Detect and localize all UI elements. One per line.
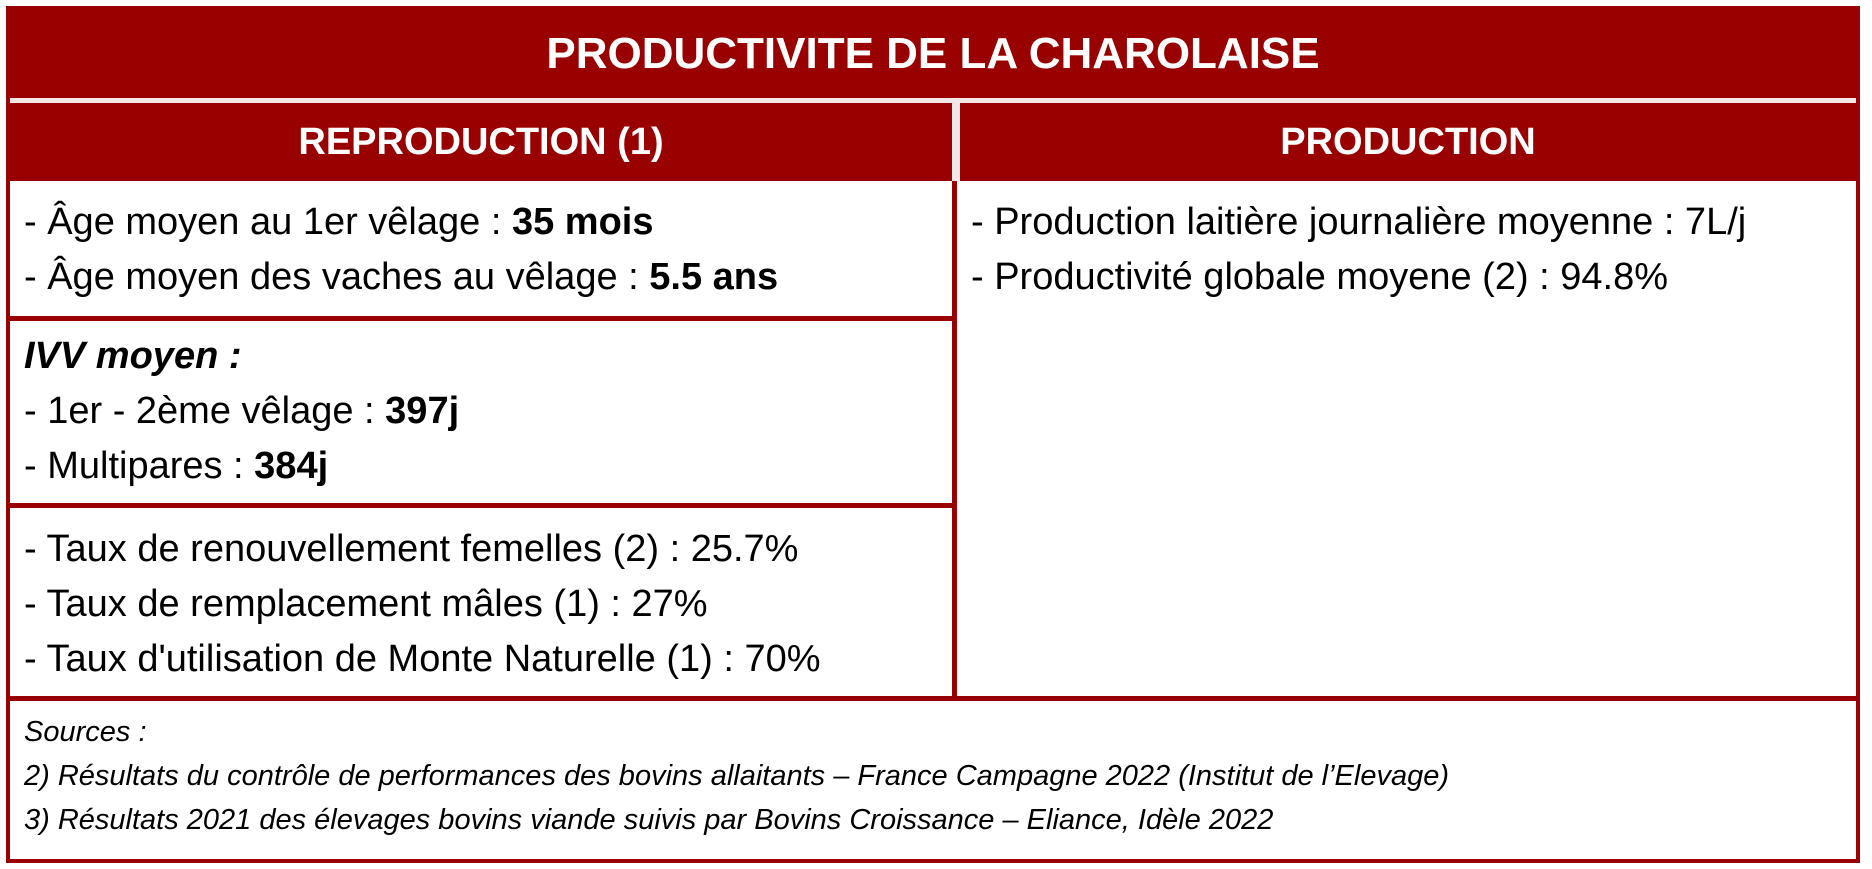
source-line: 3) Résultats 2021 des élevages bovins vi… <box>24 804 1274 836</box>
cell-taux: - Taux de renouvellement femelles (2) : … <box>10 508 952 696</box>
item-value: 397j <box>385 390 460 432</box>
item-value: 384j <box>254 445 329 487</box>
title-separator <box>10 98 1856 103</box>
item-label: - Multipares : <box>24 445 255 487</box>
sources-heading: Sources : <box>24 716 147 748</box>
list-item: - Multipares : 384j <box>24 439 952 494</box>
list-item: - Âge moyen des vaches au vêlage : 5.5 a… <box>24 250 952 305</box>
item-value: 35 mois <box>511 201 654 243</box>
header-production: PRODUCTION <box>960 103 1856 181</box>
column-divider <box>952 181 957 696</box>
row-divider <box>10 503 952 508</box>
table-title: PRODUCTIVITE DE LA CHAROLAISE <box>10 10 1856 98</box>
ivv-title: IVV moyen : <box>24 335 242 377</box>
cell-ivv: IVV moyen : - 1er - 2ème vêlage : 397j -… <box>10 321 952 503</box>
list-item: - Taux de remplacement mâles (1) : 27% <box>24 583 708 625</box>
sources-divider <box>10 696 1856 701</box>
list-item: - Production laitière journalière moyenn… <box>971 201 1747 243</box>
cell-age: - Âge moyen au 1er vêlage : 35 mois - Âg… <box>10 181 952 316</box>
source-line: 2) Résultats du contrôle de performances… <box>24 760 1450 792</box>
list-item: - Taux d'utilisation de Monte Naturelle … <box>24 638 821 680</box>
list-item: - Productivité globale moyene (2) : 94.8… <box>971 256 1669 298</box>
item-label: - Âge moyen au 1er vêlage : <box>24 201 512 243</box>
productivity-table: PRODUCTIVITE DE LA CHAROLAISE REPRODUCTI… <box>6 6 1860 863</box>
item-label: - Âge moyen des vaches au vêlage : <box>24 256 650 298</box>
item-label: - 1er - 2ème vêlage : <box>24 390 386 432</box>
cell-production: - Production laitière journalière moyenn… <box>957 181 1856 305</box>
item-value: 5.5 ans <box>649 256 779 298</box>
header-separator <box>952 103 960 181</box>
list-item: - 1er - 2ème vêlage : 397j <box>24 384 952 439</box>
row-divider <box>10 316 952 321</box>
header-reproduction: REPRODUCTION (1) <box>10 103 952 181</box>
list-item: - Âge moyen au 1er vêlage : 35 mois <box>24 195 952 250</box>
sources-block: Sources : 2) Résultats du contrôle de pe… <box>24 710 1449 842</box>
list-item: - Taux de renouvellement femelles (2) : … <box>24 528 799 570</box>
